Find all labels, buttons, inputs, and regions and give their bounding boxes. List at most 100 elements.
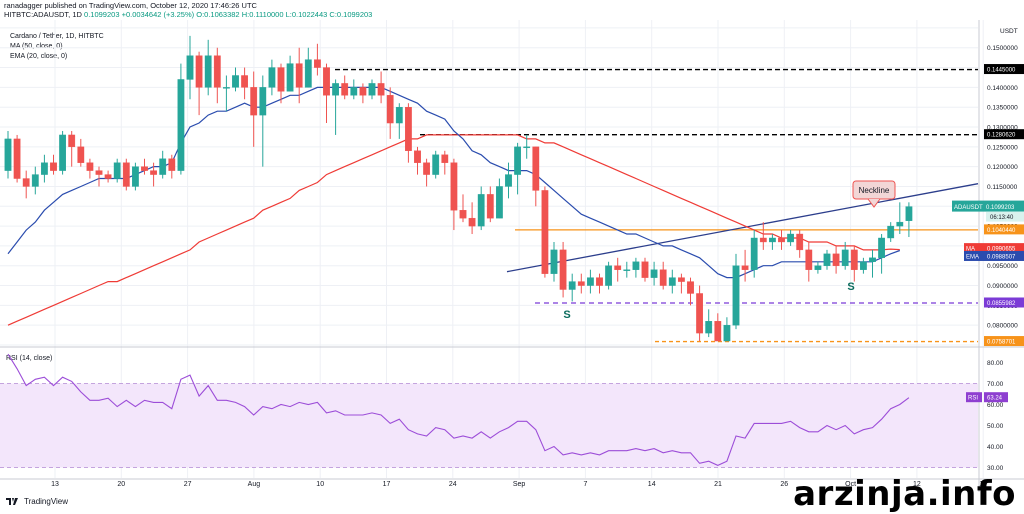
candle-body [823, 253, 831, 266]
candle-body [304, 59, 312, 88]
candle-body [441, 154, 449, 163]
candle-body [832, 253, 840, 266]
x-tick-label: 21 [714, 481, 722, 488]
level-0.1445000-text: 0.1445000 [987, 68, 1016, 74]
candle-body [614, 265, 622, 270]
x-tick-label: 7 [583, 481, 587, 488]
candle-body [341, 83, 349, 96]
candle-body [623, 269, 631, 271]
candle-body [641, 261, 649, 278]
candle-body [213, 55, 221, 88]
candle-body [769, 237, 776, 243]
x-tick-label: 13 [51, 481, 59, 488]
candle-body [860, 261, 867, 270]
candles [4, 35, 913, 342]
ema-value-text: 0.0988507 [987, 254, 1016, 260]
candle-body [13, 138, 21, 179]
ma-legend[interactable]: MA (50, close, 0) [10, 43, 63, 50]
candle-body [22, 178, 30, 187]
ema-legend[interactable]: EMA (20, close, 0) [10, 53, 68, 60]
last-price-symbol: ADAUSDT [954, 205, 983, 211]
candle-body [159, 158, 167, 175]
candle-body [195, 55, 203, 88]
price-tick-label: 0.0900000 [987, 283, 1018, 290]
shoulder-left-label: S [563, 309, 570, 321]
candle-body [86, 162, 94, 171]
candle-body [659, 269, 667, 286]
candle-body [505, 174, 512, 187]
candle-body [450, 162, 458, 211]
rsi-tick-label: 40.00 [987, 444, 1004, 451]
candle-body [850, 249, 858, 270]
tradingview-logo[interactable]: TradingView [6, 497, 68, 506]
candle-body [559, 249, 567, 290]
ma-value-tag [984, 243, 1024, 254]
candle-body [696, 293, 704, 334]
chart-title[interactable]: Cardano / Tether, 1D, HITBTC [10, 33, 104, 40]
price-tick-label: 0.0950000 [987, 263, 1018, 270]
candle-body [186, 55, 194, 80]
price-tick-label: 0.1300000 [987, 125, 1018, 132]
candle-body [841, 249, 849, 266]
level-0.0758701-text: 0.0758701 [987, 340, 1016, 346]
candle-body [295, 63, 303, 88]
rsi-tick-label: 30.00 [987, 465, 1004, 472]
x-tick-label: 10 [316, 481, 324, 488]
candle-body [41, 162, 48, 175]
candle-body [177, 79, 185, 171]
price-tick-label: 0.1250000 [987, 144, 1018, 151]
rsi-legend[interactable]: RSI (14, close) [6, 355, 53, 362]
candle-body [68, 134, 76, 148]
candle-body [368, 83, 376, 96]
candle-body [541, 190, 549, 274]
ticker-line: HITBTC:ADAUSDT, 1D 0.1099203 +0.0034642 … [4, 10, 372, 20]
candle-body [350, 87, 358, 96]
x-tick-label: 27 [184, 481, 192, 488]
candle-body [778, 237, 785, 243]
candle-body [650, 269, 658, 278]
x-tick-label: 20 [117, 481, 125, 488]
candle-body [577, 281, 585, 286]
x-tick-label: 12 [913, 481, 921, 488]
x-tick-label: Sep [513, 481, 526, 488]
candle-body [222, 87, 230, 89]
rsi-value: 63.24 [987, 396, 1003, 402]
candle-body [414, 150, 421, 163]
candle-body [168, 158, 176, 171]
candle-body [113, 162, 121, 179]
x-tick-label: Aug [248, 481, 261, 488]
candle-body [395, 106, 403, 124]
last-value: 0.1099203 [84, 10, 120, 19]
ema-value-tag-key [964, 250, 984, 261]
neckline-annotation: Neckline [859, 186, 890, 195]
candle-body [150, 170, 157, 175]
shoulder-right-label: S [847, 281, 854, 293]
rsi-tick-label: 70.00 [987, 381, 1004, 388]
candle-body [131, 166, 139, 187]
publisher-line: ranadagger published on TradingView.com,… [4, 1, 257, 10]
candle-body [477, 194, 485, 227]
candle-body [750, 237, 758, 270]
candle-body [741, 265, 749, 270]
change-value: +0.0034642 (+3.25%) [121, 10, 195, 19]
x-tick-label: 26 [780, 481, 788, 488]
rsi-band [0, 383, 978, 468]
candle-body [805, 249, 813, 270]
candle-body [50, 162, 57, 171]
candle-body [596, 277, 603, 286]
rsi-tick-label: 50.00 [987, 423, 1004, 430]
candle-body [277, 67, 285, 92]
candle-body [141, 166, 148, 171]
level-0.1280620-tag [984, 129, 1024, 140]
candle-body [705, 321, 713, 334]
countdown-value: 06:13:40 [990, 215, 1014, 221]
candle-body [122, 162, 130, 187]
candle-body [568, 281, 576, 290]
level-0.1445000-tag [984, 64, 1024, 75]
candle-body [405, 106, 412, 151]
candle-body [678, 277, 685, 282]
candle-body [250, 87, 258, 116]
candle-body [386, 95, 394, 124]
price-unit-label: USDT [1000, 28, 1018, 35]
